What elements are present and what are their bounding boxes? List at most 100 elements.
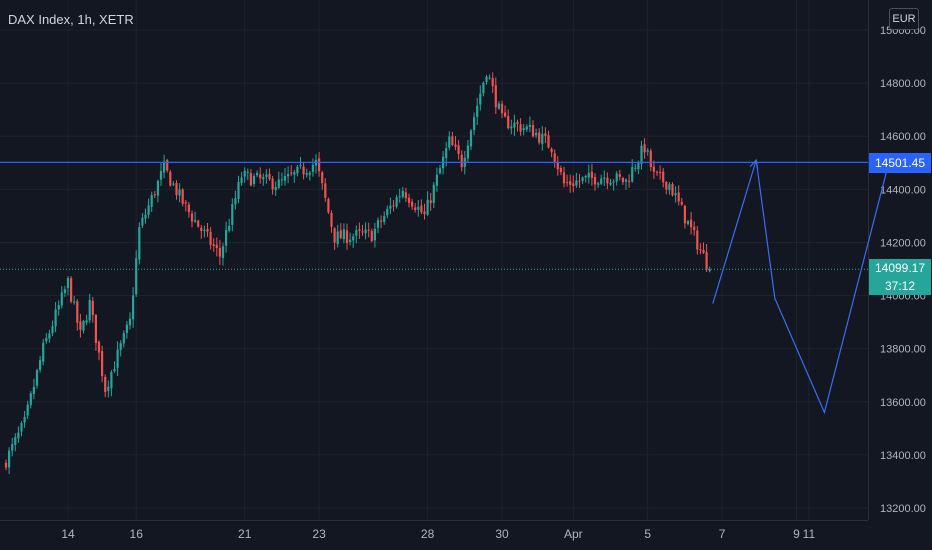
candle: [4, 459, 8, 471]
candle: [42, 338, 45, 366]
candle: [228, 218, 231, 233]
candle: [395, 194, 398, 209]
candle: [448, 131, 451, 151]
candle: [138, 222, 141, 265]
candle: [686, 219, 690, 226]
candle-body: [138, 227, 141, 260]
candle: [460, 150, 463, 172]
candle: [262, 173, 265, 186]
candle: [342, 223, 345, 244]
candle-body: [398, 196, 401, 198]
candle-body: [699, 249, 702, 251]
candle-body: [370, 230, 373, 242]
candle-body: [42, 342, 45, 362]
candle-body: [290, 172, 293, 174]
candle: [519, 118, 522, 136]
candle-body: [541, 134, 544, 145]
candle-body: [386, 208, 389, 216]
candle: [612, 179, 615, 191]
candle-body: [680, 201, 683, 205]
x-tick-label: Apr: [564, 527, 583, 541]
candle-body: [283, 176, 287, 181]
candle-body: [631, 167, 634, 182]
candle-body: [91, 300, 94, 315]
candle-body: [225, 229, 228, 246]
candle: [358, 222, 361, 239]
candle: [370, 228, 373, 243]
candle: [249, 169, 252, 187]
candle-body: [628, 180, 631, 182]
candle-body: [169, 171, 172, 186]
candle: [172, 181, 175, 187]
candle: [324, 178, 327, 202]
candle: [150, 191, 153, 212]
candle: [482, 81, 485, 97]
candle: [187, 202, 190, 218]
candle: [516, 119, 519, 132]
candle: [581, 176, 584, 185]
candle-body: [584, 175, 587, 178]
candle-body: [674, 193, 677, 196]
candle: [426, 191, 429, 217]
candle: [404, 187, 407, 203]
grid-lines: [0, 0, 868, 520]
candle: [566, 174, 569, 187]
candle: [97, 340, 101, 361]
candle: [218, 239, 221, 265]
x-tick-label: 14: [61, 527, 75, 541]
candle-body: [590, 171, 593, 178]
candle: [178, 183, 181, 203]
candle-body: [528, 124, 531, 127]
candle-body: [60, 292, 63, 306]
candle: [271, 175, 274, 195]
candle-body: [497, 103, 500, 109]
projection-arrowhead: [749, 158, 759, 170]
x-tick-label: 21: [238, 527, 252, 541]
candle-body: [135, 258, 138, 295]
candle: [308, 171, 311, 181]
candle-body: [572, 183, 575, 186]
candle: [376, 217, 380, 234]
candle-body: [525, 126, 528, 130]
candle: [615, 171, 618, 186]
candle-body: [367, 229, 370, 231]
candle-body: [330, 212, 333, 227]
x-tick-label: 16: [130, 527, 144, 541]
candle: [35, 368, 39, 389]
candle-body: [156, 181, 159, 196]
candle-body: [380, 220, 383, 222]
candle-body: [553, 153, 556, 162]
candle-body: [259, 174, 262, 179]
currency-button[interactable]: EUR: [889, 8, 919, 30]
candle: [466, 139, 469, 163]
candle-body: [79, 321, 82, 330]
candle: [302, 162, 305, 180]
y-tick-label: 14400.00: [880, 184, 926, 196]
candle-body: [107, 386, 110, 392]
candle-body: [522, 128, 525, 131]
candle: [507, 109, 510, 130]
candle-body: [35, 370, 39, 386]
candle: [578, 173, 581, 188]
candle-body: [45, 337, 48, 342]
candle-body: [578, 180, 581, 182]
candle-body: [454, 144, 457, 147]
candle: [708, 266, 711, 273]
candle-body: [361, 231, 364, 233]
candle: [70, 276, 73, 304]
candle: [318, 152, 321, 177]
candle: [659, 165, 662, 180]
candle: [662, 167, 665, 188]
candle: [287, 166, 290, 184]
candle-body: [339, 230, 342, 239]
candle-body: [256, 172, 259, 176]
candle: [206, 223, 209, 237]
candle: [132, 287, 135, 328]
candle: [82, 319, 85, 334]
candle: [606, 172, 609, 190]
candle: [14, 433, 17, 452]
candle-body: [665, 182, 668, 190]
candle-body: [457, 145, 460, 154]
